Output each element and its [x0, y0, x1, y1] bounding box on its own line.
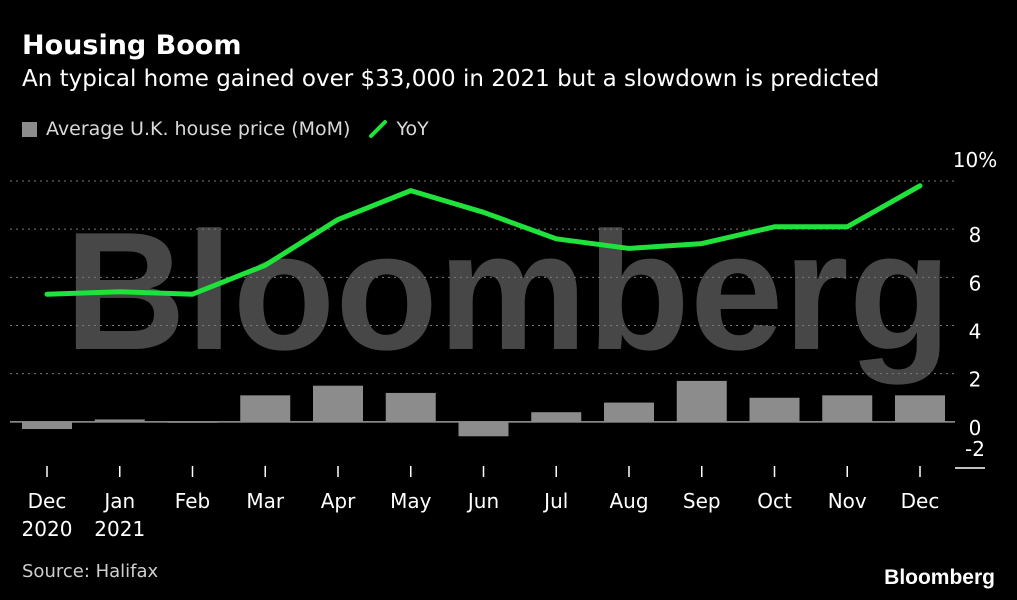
- x-tick-label: Jan: [102, 489, 135, 513]
- chart-subtitle: An typical home gained over $33,000 in 2…: [22, 66, 880, 92]
- y-tick-label: 10%: [953, 148, 997, 172]
- legend-bar-swatch: [22, 121, 37, 137]
- bar-mom-5: [385, 392, 436, 422]
- x-tick-year-label: 2020: [22, 517, 73, 541]
- bar-mom-2: [167, 421, 218, 423]
- x-tick-year-label: 2021: [94, 517, 145, 541]
- brand-logo: Bloomberg: [884, 566, 995, 589]
- bar-mom-3: [240, 395, 291, 422]
- legend-line-label: YoY: [396, 118, 429, 140]
- bar-mom-4: [313, 385, 363, 422]
- bar-mom-6: [458, 421, 509, 437]
- x-tick-label: Feb: [175, 489, 210, 513]
- x-tick-label: Jun: [466, 489, 499, 513]
- y-tick-label: 8: [969, 223, 982, 247]
- bar-mom-1: [94, 419, 145, 422]
- chart-title: Housing Boom: [22, 30, 242, 61]
- x-tick-label: Mar: [246, 489, 285, 513]
- x-tick-label: Apr: [321, 489, 356, 513]
- x-tick-label: Aug: [609, 489, 648, 513]
- x-tick-label: Sep: [683, 489, 721, 513]
- source-note: Source: Halifax: [22, 561, 159, 582]
- x-tick-label: Dec: [28, 489, 67, 513]
- bar-mom-8: [604, 402, 654, 422]
- x-tick-label: Oct: [757, 489, 792, 513]
- x-tick-label: Jul: [542, 489, 568, 513]
- bar-mom-7: [531, 412, 582, 422]
- bar-mom-0: [22, 421, 72, 430]
- y-tick-label: 2: [969, 368, 982, 392]
- legend: Average U.K. house price (MoM) YoY: [22, 118, 429, 140]
- bar-mom-12: [895, 395, 945, 422]
- y-tick-label: -2: [965, 437, 985, 461]
- y-tick-label: 4: [969, 320, 982, 344]
- bar-mom-11: [822, 395, 873, 422]
- x-tick-label: Dec: [901, 489, 940, 513]
- x-tick-label: Nov: [828, 489, 867, 513]
- legend-bar-label: Average U.K. house price (MoM): [46, 118, 351, 140]
- bar-mom-9: [676, 380, 727, 422]
- legend-line-swatch: [369, 120, 388, 138]
- y-tick-label: 0: [969, 416, 982, 440]
- x-tick-label: May: [390, 489, 432, 513]
- y-tick-label: 6: [969, 271, 982, 295]
- bar-mom-10: [749, 397, 800, 422]
